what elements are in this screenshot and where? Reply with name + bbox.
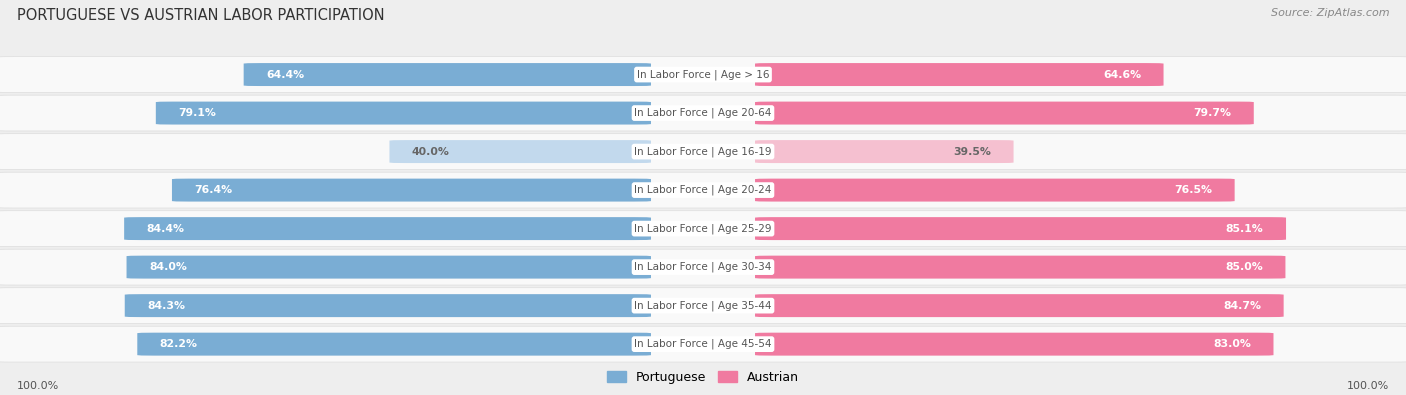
- FancyBboxPatch shape: [389, 140, 651, 163]
- FancyBboxPatch shape: [755, 140, 1014, 163]
- Text: 84.4%: 84.4%: [146, 224, 184, 233]
- Text: 82.2%: 82.2%: [160, 339, 198, 349]
- Text: In Labor Force | Age 45-54: In Labor Force | Age 45-54: [634, 339, 772, 350]
- FancyBboxPatch shape: [156, 102, 651, 124]
- FancyBboxPatch shape: [0, 56, 1406, 92]
- FancyBboxPatch shape: [755, 102, 1254, 124]
- Text: PORTUGUESE VS AUSTRIAN LABOR PARTICIPATION: PORTUGUESE VS AUSTRIAN LABOR PARTICIPATI…: [17, 8, 384, 23]
- Text: 83.0%: 83.0%: [1213, 339, 1251, 349]
- FancyBboxPatch shape: [755, 256, 1285, 278]
- FancyBboxPatch shape: [0, 134, 1406, 169]
- Text: Source: ZipAtlas.com: Source: ZipAtlas.com: [1271, 8, 1389, 18]
- Text: 64.6%: 64.6%: [1102, 70, 1142, 79]
- FancyBboxPatch shape: [755, 333, 1274, 356]
- Text: 39.5%: 39.5%: [953, 147, 991, 156]
- Text: In Labor Force | Age 30-34: In Labor Force | Age 30-34: [634, 262, 772, 273]
- Text: 84.0%: 84.0%: [149, 262, 187, 272]
- FancyBboxPatch shape: [755, 63, 1164, 86]
- Text: In Labor Force | Age 20-64: In Labor Force | Age 20-64: [634, 108, 772, 118]
- Text: In Labor Force | Age 20-24: In Labor Force | Age 20-24: [634, 185, 772, 196]
- FancyBboxPatch shape: [124, 217, 651, 240]
- FancyBboxPatch shape: [0, 288, 1406, 324]
- FancyBboxPatch shape: [138, 333, 651, 356]
- Text: 85.1%: 85.1%: [1226, 224, 1264, 233]
- FancyBboxPatch shape: [243, 63, 651, 86]
- FancyBboxPatch shape: [0, 172, 1406, 208]
- Text: 85.0%: 85.0%: [1225, 262, 1263, 272]
- FancyBboxPatch shape: [755, 217, 1286, 240]
- Text: 40.0%: 40.0%: [412, 147, 450, 156]
- Text: In Labor Force | Age 16-19: In Labor Force | Age 16-19: [634, 146, 772, 157]
- Text: 84.7%: 84.7%: [1223, 301, 1261, 310]
- Legend: Portuguese, Austrian: Portuguese, Austrian: [602, 366, 804, 389]
- Text: 76.4%: 76.4%: [194, 185, 232, 195]
- FancyBboxPatch shape: [0, 95, 1406, 131]
- Text: 64.4%: 64.4%: [266, 70, 304, 79]
- FancyBboxPatch shape: [0, 249, 1406, 285]
- FancyBboxPatch shape: [755, 179, 1234, 201]
- FancyBboxPatch shape: [172, 179, 651, 201]
- Text: 84.3%: 84.3%: [148, 301, 186, 310]
- Text: In Labor Force | Age 25-29: In Labor Force | Age 25-29: [634, 223, 772, 234]
- Text: 79.1%: 79.1%: [179, 108, 217, 118]
- Text: 100.0%: 100.0%: [1347, 381, 1389, 391]
- Text: In Labor Force | Age > 16: In Labor Force | Age > 16: [637, 69, 769, 80]
- FancyBboxPatch shape: [0, 211, 1406, 246]
- Text: 79.7%: 79.7%: [1194, 108, 1232, 118]
- Text: 76.5%: 76.5%: [1174, 185, 1212, 195]
- FancyBboxPatch shape: [0, 326, 1406, 362]
- Text: 100.0%: 100.0%: [17, 381, 59, 391]
- FancyBboxPatch shape: [755, 294, 1284, 317]
- FancyBboxPatch shape: [125, 294, 651, 317]
- Text: In Labor Force | Age 35-44: In Labor Force | Age 35-44: [634, 300, 772, 311]
- FancyBboxPatch shape: [127, 256, 651, 278]
